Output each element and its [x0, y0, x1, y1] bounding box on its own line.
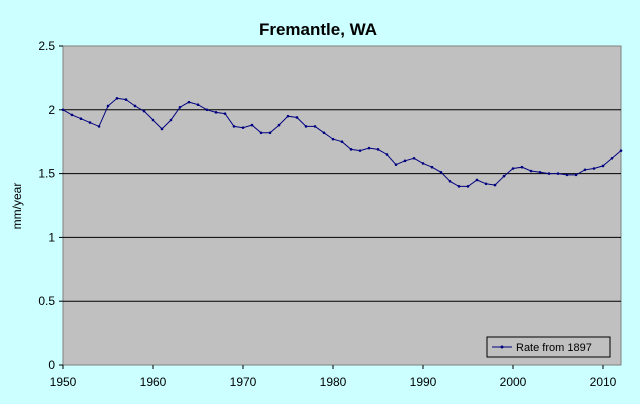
- data-point: [97, 125, 101, 128]
- data-point: [412, 156, 416, 160]
- data-point: [583, 168, 587, 172]
- data-point: [592, 167, 596, 170]
- data-point: [196, 103, 200, 106]
- data-point: [304, 125, 308, 128]
- y-tick-label: 2: [48, 103, 55, 117]
- data-point: [106, 104, 110, 108]
- y-tick-label: 0.5: [38, 294, 55, 308]
- data-point: [115, 97, 119, 100]
- data-point: [214, 111, 218, 114]
- data-point: [313, 125, 317, 128]
- data-point: [340, 140, 344, 143]
- legend-marker-swatch: [500, 345, 504, 349]
- data-point: [223, 112, 227, 115]
- data-point: [286, 114, 290, 118]
- data-point: [79, 117, 83, 121]
- data-point: [187, 100, 191, 104]
- data-point: [574, 173, 578, 177]
- x-tick-label: 1950: [50, 375, 77, 389]
- data-point: [277, 123, 281, 127]
- data-point: [466, 185, 470, 188]
- data-point: [484, 182, 488, 186]
- data-point: [538, 171, 542, 174]
- data-point: [178, 105, 182, 109]
- legend-label: Rate from 1897: [516, 342, 592, 354]
- data-point: [142, 109, 146, 113]
- data-point: [322, 131, 326, 135]
- data-point: [556, 172, 560, 175]
- legend: Rate from 1897: [486, 336, 611, 358]
- data-point: [610, 156, 614, 160]
- data-point: [259, 131, 263, 135]
- y-tick-label: 1.5: [38, 167, 55, 181]
- x-tick-label: 2010: [590, 375, 617, 389]
- data-point: [88, 121, 92, 124]
- data-point: [502, 174, 506, 178]
- y-tick-label: 1: [48, 230, 55, 244]
- data-point: [403, 159, 407, 163]
- x-tick-label: 1960: [140, 375, 167, 389]
- data-point: [619, 149, 623, 152]
- data-point: [448, 179, 452, 183]
- data-point: [511, 167, 515, 170]
- data-point: [250, 123, 254, 127]
- data-point: [133, 104, 137, 108]
- y-tick-label: 0: [48, 358, 55, 372]
- chart-title: Fremantle, WA: [259, 20, 377, 39]
- data-point: [565, 173, 569, 177]
- data-point: [430, 165, 434, 169]
- data-point: [70, 113, 74, 117]
- data-point: [385, 153, 389, 156]
- plot-area: [62, 45, 622, 366]
- data-point: [421, 162, 425, 165]
- data-point: [232, 125, 236, 128]
- data-point: [331, 137, 335, 141]
- data-point: [475, 178, 479, 182]
- data-point: [61, 108, 65, 112]
- x-tick-label: 1980: [320, 375, 347, 389]
- y-tick-label: 2.5: [38, 39, 55, 53]
- y-axis-ticks: 0 0.5 1 1.5 2 2.5: [38, 39, 63, 372]
- legend-box: [486, 336, 611, 358]
- data-point: [439, 171, 443, 174]
- data-point: [295, 116, 299, 119]
- data-point: [268, 131, 272, 135]
- x-tick-label: 1970: [230, 375, 257, 389]
- data-point: [367, 146, 371, 150]
- x-axis-ticks: 1950 1960 1970 1980 1990 2000 2010: [50, 365, 617, 389]
- x-tick-label: 1990: [410, 375, 437, 389]
- data-point: [160, 127, 164, 131]
- series-group: [61, 97, 623, 188]
- data-point: [520, 165, 524, 169]
- y-axis-label: mm/year: [10, 183, 24, 230]
- data-point: [169, 118, 173, 122]
- data-point: [151, 118, 155, 122]
- data-point: [457, 185, 461, 188]
- data-point: [124, 98, 128, 101]
- data-point: [376, 148, 380, 151]
- data-point: [529, 169, 533, 173]
- data-point: [349, 148, 353, 151]
- data-point: [358, 149, 362, 152]
- data-point: [394, 163, 398, 166]
- data-point: [205, 108, 209, 112]
- data-point: [547, 172, 551, 175]
- gridlines: [63, 109, 621, 302]
- data-point: [493, 183, 497, 187]
- data-point: [241, 126, 245, 129]
- data-point: [601, 164, 605, 168]
- x-tick-label: 2000: [500, 375, 527, 389]
